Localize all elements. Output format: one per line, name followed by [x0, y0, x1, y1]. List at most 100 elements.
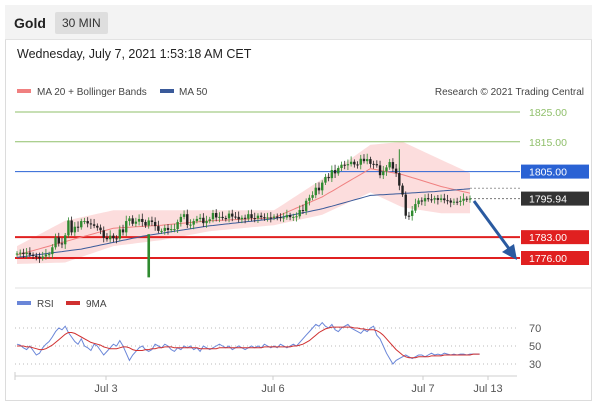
candle-body	[459, 200, 462, 202]
candle-body	[67, 220, 70, 236]
candle-body	[28, 252, 32, 255]
candle-body	[359, 158, 362, 165]
candle-body	[356, 164, 359, 166]
candle-body	[80, 221, 83, 228]
candle-body	[298, 210, 301, 217]
candle-body	[237, 216, 240, 220]
candle-body	[89, 223, 93, 225]
candle-body	[125, 221, 128, 233]
legend-rsi: RSI	[37, 299, 54, 310]
candle-body	[394, 168, 398, 174]
candle-body	[404, 194, 407, 216]
legend-swatch-rsi	[17, 301, 31, 305]
candle-body	[282, 217, 285, 219]
rsi-series-9ma	[17, 326, 480, 359]
candle-body	[330, 170, 334, 179]
candle-body	[157, 226, 160, 231]
candle-body	[112, 235, 115, 239]
x-label: Jul 6	[261, 383, 284, 395]
level-tag-last	[521, 191, 589, 206]
price-levels: 1825.00 1815.00 1805.00 1795.94 1783.00 1776.…	[15, 107, 589, 265]
bollinger-ma-line	[16, 168, 471, 256]
candle-body	[160, 230, 163, 232]
candle-body	[96, 225, 99, 228]
candle-body	[449, 200, 452, 203]
candle-body	[301, 210, 305, 212]
bollinger-band	[17, 141, 470, 264]
candle-body	[240, 217, 244, 220]
candle-body	[47, 254, 51, 256]
candle-body	[337, 168, 340, 174]
candle-body	[247, 214, 250, 219]
level-label: 1776.00	[529, 253, 567, 265]
candle-body	[208, 219, 211, 222]
level-tag-support	[521, 230, 589, 245]
candle-body	[256, 215, 260, 219]
rsi-tick: 70	[529, 323, 541, 335]
candle-body	[105, 237, 109, 240]
candle-body	[128, 218, 131, 222]
candle-body	[398, 173, 401, 186]
candle-body	[44, 254, 48, 257]
candle-body	[455, 201, 459, 203]
candle-body	[179, 216, 183, 222]
candle-body	[189, 224, 192, 226]
candle-body	[198, 217, 202, 219]
candle-body	[221, 216, 224, 219]
rsi-tick: 50	[529, 341, 541, 353]
ma50-line	[16, 188, 471, 258]
copyright: Research © 2021 Trading Central	[435, 87, 584, 98]
candle-body	[420, 200, 424, 202]
candle-body	[407, 215, 411, 217]
legend-9ma: 9MA	[86, 299, 107, 310]
candle-body	[446, 200, 449, 202]
candle-body	[141, 218, 144, 222]
candle-body	[311, 195, 314, 198]
candle-body	[63, 235, 67, 245]
timeframe-badge[interactable]: 30 MIN	[55, 12, 108, 34]
candle-body	[51, 247, 54, 255]
candle-body	[195, 218, 199, 222]
candle-body	[317, 187, 321, 191]
candle-body	[410, 210, 414, 216]
chart-datetime: Wednesday, July 7, 2021 1:53:18 AM CET	[17, 47, 252, 61]
candle-body	[378, 165, 382, 176]
candle-body	[288, 215, 292, 218]
candle-body	[433, 198, 436, 200]
candle-body	[417, 200, 420, 205]
forecast-arrow	[472, 200, 517, 260]
arrow-head	[502, 244, 517, 260]
candle-body	[173, 229, 176, 231]
candle-body	[102, 230, 105, 238]
rsi-lines	[16, 321, 480, 365]
rsi-tick: 30	[529, 359, 541, 371]
candle-body	[468, 198, 472, 200]
level-label: 1805.00	[529, 167, 567, 179]
candle-body	[202, 217, 205, 224]
candle-body	[108, 235, 112, 240]
candle-body	[292, 216, 295, 218]
candle-body	[214, 213, 218, 218]
candle-body	[308, 197, 311, 201]
x-label: Jul 3	[94, 383, 117, 395]
level-tag-support	[521, 251, 589, 265]
candle-body	[92, 224, 96, 226]
candle-body	[340, 164, 343, 169]
candle-body	[343, 164, 346, 166]
candle-body	[83, 221, 86, 223]
bollinger-area	[17, 141, 470, 264]
candle-body	[423, 198, 427, 202]
candle-body	[266, 217, 269, 219]
candle-body	[144, 221, 147, 226]
level-label: 1825.00	[529, 107, 567, 119]
candle-body	[224, 218, 228, 220]
legend-bollinger: MA 20 + Bollinger Bands	[37, 87, 147, 98]
level-label: 1815.00	[529, 137, 567, 149]
candle-body	[391, 162, 395, 169]
candle-body	[269, 217, 273, 219]
candle-body	[182, 214, 186, 217]
candle-body	[259, 215, 263, 218]
candles	[15, 149, 472, 278]
candle-body	[372, 163, 375, 165]
